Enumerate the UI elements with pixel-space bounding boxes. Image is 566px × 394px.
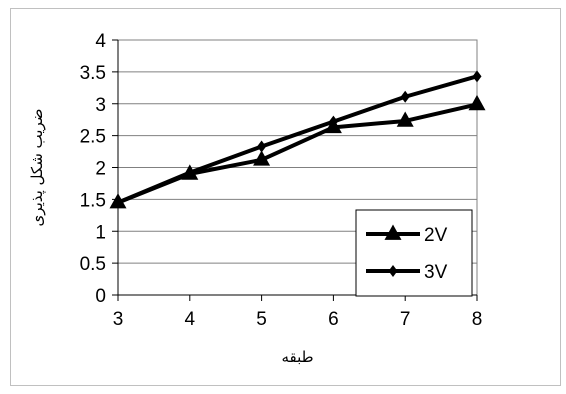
data-point-2V-2	[253, 150, 271, 166]
y-tick-label: 2	[95, 159, 106, 180]
y-axis-title: ضریب شکل پذیری	[28, 109, 47, 227]
legend-label: 3V	[424, 262, 448, 283]
data-point-3V-4	[400, 90, 410, 103]
data-point-3V-3	[328, 115, 338, 128]
axes: 0 0.5 1 1.5 2 2.5 3 3.5 4 3 4 5 6 7 8 طبقه ضریب شکل پذیر…	[28, 31, 482, 366]
y-tick-label: 0.5	[80, 254, 106, 275]
x-tick-label: 7	[400, 309, 411, 330]
y-tick-label: 2.5	[80, 127, 106, 148]
y-tick-label: 0	[95, 286, 106, 307]
y-tick-label: 1	[95, 222, 106, 243]
series-3V	[113, 70, 482, 209]
series-line-3V	[117, 74, 478, 205]
data-point-3V-0	[113, 196, 123, 209]
legend-box	[355, 209, 473, 297]
legend-marker-2V	[384, 224, 402, 240]
data-point-2V-5	[468, 94, 486, 111]
data-point-2V-4	[396, 111, 414, 127]
x-axis-title: طبقه	[281, 348, 313, 366]
x-tick-label: 6	[328, 309, 339, 330]
legend: 2V 3V	[355, 209, 473, 297]
y-tick-label: 3.5	[80, 63, 106, 84]
y-tick-label: 1.5	[80, 190, 106, 211]
data-point-3V-2	[257, 140, 267, 153]
y-tick-label: 3	[95, 95, 106, 116]
data-point-3V-1	[185, 166, 195, 179]
x-tick-label: 3	[113, 309, 124, 330]
data-point-3V-5	[472, 70, 482, 83]
x-tick-label: 8	[472, 309, 483, 330]
x-tick-label: 4	[185, 309, 196, 330]
legend-marker-3V	[388, 265, 398, 277]
y-tick-label: 4	[95, 31, 106, 52]
series	[109, 70, 486, 209]
chart-frame	[10, 8, 561, 386]
legend-label: 2V	[424, 225, 448, 246]
x-tick-label: 5	[256, 309, 267, 330]
